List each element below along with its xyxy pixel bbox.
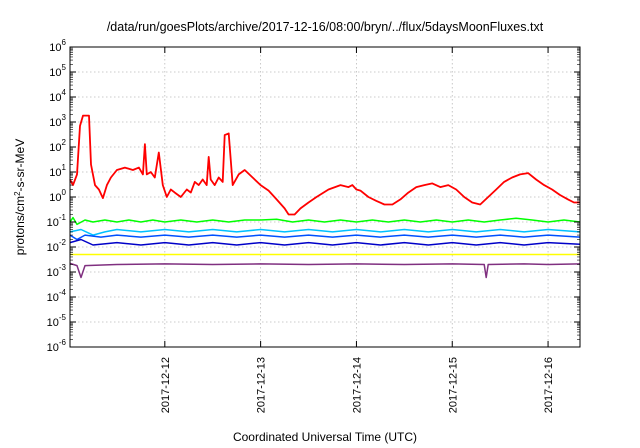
y-tick-label: 10-3 <box>47 263 67 279</box>
y-tick-label: 10-1 <box>47 213 67 229</box>
x-tick-label: 2017-12-16 <box>543 357 555 413</box>
y-tick-label: 10-6 <box>47 338 67 354</box>
series-line-2 <box>69 216 581 226</box>
x-tick-label: 2017-12-14 <box>351 357 363 413</box>
series-layer <box>69 114 581 279</box>
y-tick-label: 10-2 <box>47 238 67 254</box>
y-tick-label: 101 <box>49 163 66 179</box>
y-axis-label: protons/cm2-s-sr-MeV <box>13 139 27 255</box>
y-tick-label: 104 <box>49 88 66 104</box>
x-tick-label: 2017-12-12 <box>160 357 172 413</box>
chart-title: /data/run/goesPlots/archive/2017-12-16/0… <box>107 20 544 34</box>
y-tick-label: 100 <box>49 188 66 204</box>
x-tick-label: 2017-12-13 <box>256 357 268 413</box>
y-tick-label: 10-4 <box>47 288 67 304</box>
series-line-1 <box>69 114 580 216</box>
y-tick-label: 105 <box>49 63 66 79</box>
series-line-3 <box>69 228 581 236</box>
series-line-4 <box>69 234 581 241</box>
series-line-7 <box>69 262 581 279</box>
y-tick-label: 102 <box>49 138 66 154</box>
y-tick-label: 103 <box>49 113 66 129</box>
y-tick-label: 106 <box>49 38 66 54</box>
series-line-5 <box>69 238 581 246</box>
y-tick-label: 10-5 <box>47 313 67 329</box>
x-tick-label: 2017-12-15 <box>447 357 459 413</box>
x-axis-label: Coordinated Universal Time (UTC) <box>233 430 417 444</box>
